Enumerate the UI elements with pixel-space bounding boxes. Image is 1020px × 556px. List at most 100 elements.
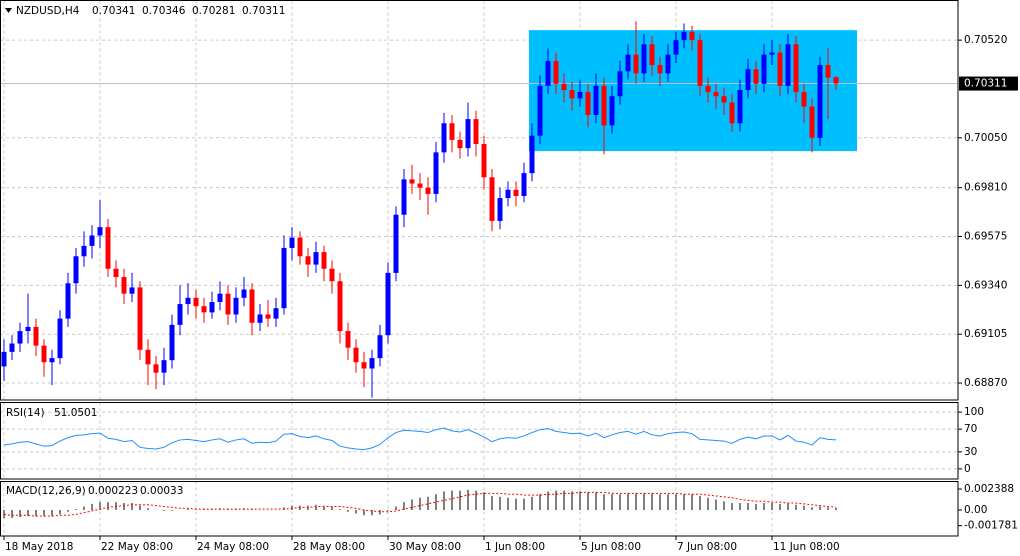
candle-body [737, 90, 743, 124]
x-tick-label: 5 Jun 08:00 [581, 541, 641, 553]
candle-body [721, 96, 727, 103]
current-price-tag [959, 76, 1018, 91]
open-value: 0.70341 [92, 5, 135, 17]
rsi-value: 51.0501 [54, 407, 97, 419]
signal-line [3, 491, 837, 517]
candle-body [769, 52, 775, 55]
candle-body [681, 31, 687, 41]
candle-body [193, 297, 199, 307]
candle-body [433, 152, 439, 194]
candle-body [801, 92, 807, 107]
y-tick-label: 70 [964, 423, 977, 435]
rsi-line [3, 427, 837, 451]
candle-body [617, 71, 623, 97]
range-box [529, 30, 857, 152]
candle-body [185, 297, 191, 305]
y-tick-label: 0.68870 [964, 377, 1007, 389]
candle-body [753, 69, 759, 84]
candle-body [353, 347, 359, 363]
candle-body [337, 281, 343, 332]
candle-body [529, 135, 535, 174]
candle-body [153, 364, 159, 373]
signal-value: 0.00033 [140, 485, 183, 497]
candle-body [473, 119, 479, 145]
candle-body [705, 85, 711, 93]
candle-body [169, 324, 175, 361]
candle-body [561, 83, 567, 91]
candle-body [537, 85, 543, 136]
x-tick-label: 22 May 08:00 [101, 541, 173, 553]
candle-body [217, 293, 223, 302]
candle-body [745, 69, 751, 91]
candle-body [41, 345, 47, 363]
candle-body [665, 54, 671, 74]
candle-body [657, 65, 663, 74]
y-tick-label: 0.69105 [964, 328, 1007, 340]
candle-body [209, 301, 215, 313]
candle-body [697, 40, 703, 86]
candle-body [457, 139, 463, 149]
candle-body [241, 289, 247, 298]
y-tick-label: -0.001781 [964, 520, 1018, 532]
candle-body [65, 283, 71, 319]
y-tick-label: 0.69575 [964, 231, 1007, 243]
candle-body [833, 77, 839, 84]
candle-body [273, 308, 279, 319]
low-value: 0.70281 [192, 5, 235, 17]
candle-body [449, 123, 455, 140]
x-tick-label: 1 Jun 08:00 [485, 541, 545, 553]
candle-body [289, 237, 295, 248]
candle-body [377, 335, 383, 359]
y-tick-label: 0.00 [964, 504, 987, 516]
candle-body [553, 60, 559, 84]
candle-body [81, 245, 87, 257]
candle-body [793, 44, 799, 93]
candle-body [385, 272, 391, 336]
candle-body [729, 102, 735, 124]
candle-body [265, 314, 271, 319]
candle-body [601, 85, 607, 126]
candle-body [145, 349, 151, 365]
candle-body [305, 256, 311, 265]
y-tick-label: 0.69340 [964, 279, 1007, 291]
candle-body [481, 144, 487, 178]
candle-body [121, 277, 127, 294]
collapse-arrow [5, 8, 12, 13]
candle-body [249, 289, 255, 323]
panel-frame [0, 0, 959, 401]
candle-body [817, 65, 823, 138]
y-tick-label: 0.69810 [964, 182, 1007, 194]
candle-body [161, 360, 167, 373]
candle-body [809, 106, 815, 138]
y-tick-label: 0 [964, 463, 971, 475]
x-tick-label: 11 Jun 08:00 [773, 541, 840, 553]
x-tick-label: 28 May 08:00 [293, 541, 365, 553]
candle-body [113, 268, 119, 278]
candle-body [9, 343, 15, 352]
candle-body [313, 252, 319, 265]
candle-body [505, 189, 511, 199]
y-tick-label: 0.70520 [964, 34, 1007, 46]
candle-body [633, 54, 639, 74]
rsi-title: RSI(14) [6, 407, 45, 419]
high-value: 0.70346 [142, 5, 186, 17]
candle-body [489, 177, 495, 221]
y-tick-label: 30 [964, 446, 977, 458]
candle-body [57, 318, 63, 359]
candle-body [345, 331, 351, 348]
candle-body [465, 119, 471, 149]
candle-body [1, 351, 7, 367]
macd-title: MACD(12,26,9) [6, 485, 86, 497]
candle-body [409, 179, 415, 184]
chart-title: NZDUSD,H4 [16, 5, 80, 17]
candle-body [401, 179, 407, 215]
candle-body [321, 252, 327, 269]
candle-body [689, 31, 695, 41]
candle-body [569, 90, 575, 99]
y-tick-label: 0.70050 [964, 132, 1007, 144]
panel-frame [0, 481, 959, 537]
candle-body [105, 227, 111, 269]
candle-body [33, 326, 39, 346]
candle-body [641, 44, 647, 74]
